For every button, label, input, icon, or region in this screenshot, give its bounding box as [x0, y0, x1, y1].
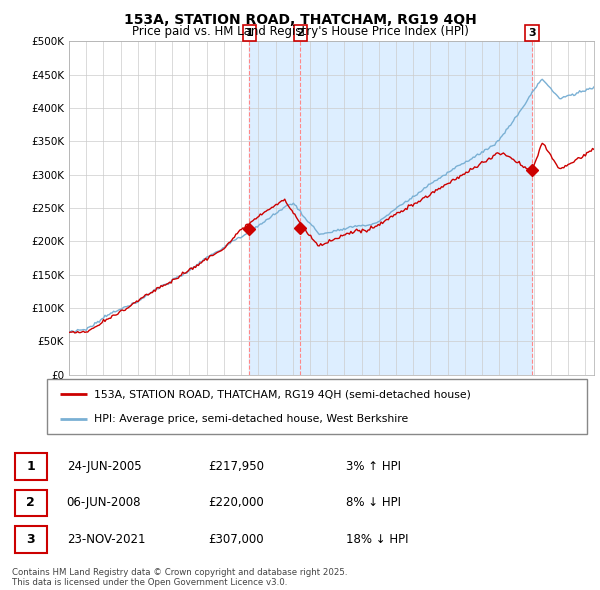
- Bar: [250, 41, 532, 375]
- FancyBboxPatch shape: [15, 453, 47, 480]
- Text: Contains HM Land Registry data © Crown copyright and database right 2025.
This d: Contains HM Land Registry data © Crown c…: [12, 568, 347, 587]
- Text: 3: 3: [26, 533, 35, 546]
- Text: 2: 2: [296, 28, 304, 38]
- Text: 23-NOV-2021: 23-NOV-2021: [67, 533, 145, 546]
- Text: 153A, STATION ROAD, THATCHAM, RG19 4QH: 153A, STATION ROAD, THATCHAM, RG19 4QH: [124, 13, 476, 27]
- Text: 3: 3: [528, 28, 536, 38]
- Text: 153A, STATION ROAD, THATCHAM, RG19 4QH (semi-detached house): 153A, STATION ROAD, THATCHAM, RG19 4QH (…: [94, 389, 471, 399]
- Text: 06-JUN-2008: 06-JUN-2008: [67, 496, 141, 510]
- Text: 2: 2: [26, 496, 35, 510]
- Text: 8% ↓ HPI: 8% ↓ HPI: [346, 496, 401, 510]
- Text: 1: 1: [245, 28, 253, 38]
- Text: 24-JUN-2005: 24-JUN-2005: [67, 460, 142, 473]
- Text: 3% ↑ HPI: 3% ↑ HPI: [346, 460, 401, 473]
- FancyBboxPatch shape: [15, 526, 47, 553]
- Text: £217,950: £217,950: [208, 460, 264, 473]
- FancyBboxPatch shape: [15, 490, 47, 516]
- FancyBboxPatch shape: [47, 379, 587, 434]
- Text: Price paid vs. HM Land Registry's House Price Index (HPI): Price paid vs. HM Land Registry's House …: [131, 25, 469, 38]
- Text: 1: 1: [26, 460, 35, 473]
- Text: £307,000: £307,000: [208, 533, 263, 546]
- Text: 18% ↓ HPI: 18% ↓ HPI: [346, 533, 409, 546]
- Text: HPI: Average price, semi-detached house, West Berkshire: HPI: Average price, semi-detached house,…: [94, 414, 409, 424]
- Text: £220,000: £220,000: [208, 496, 263, 510]
